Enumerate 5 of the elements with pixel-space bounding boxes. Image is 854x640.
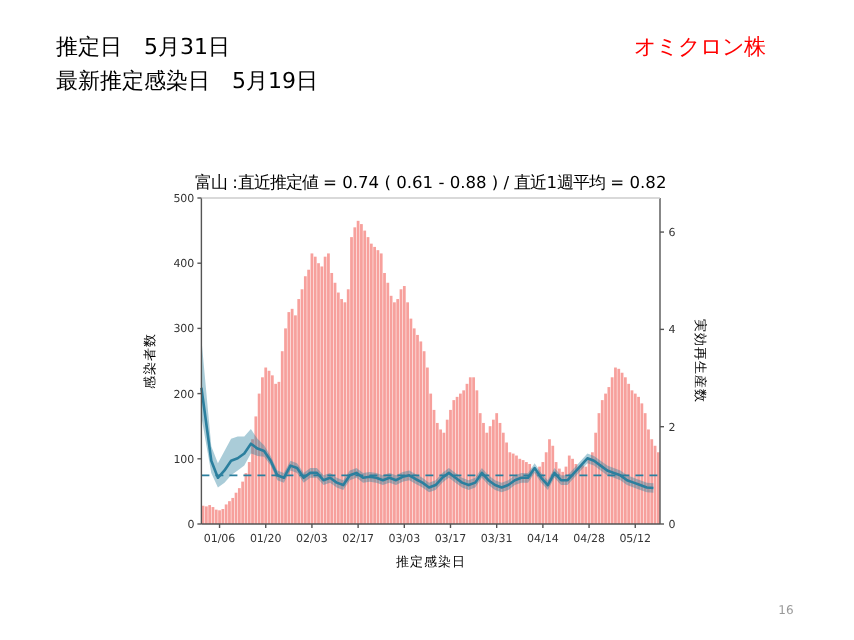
text: 推定日 5月31日 <box>56 34 230 60</box>
text: 最新推定感染日 5月19日 <box>56 68 318 94</box>
text: オミクロン株 <box>634 34 766 60</box>
chart-title: 富山 :直近推定値 = 0.74 ( 0.61 - 0.88 ) / 直近1週平均 = 0.82 <box>194 172 667 192</box>
line-series <box>200 386 655 490</box>
